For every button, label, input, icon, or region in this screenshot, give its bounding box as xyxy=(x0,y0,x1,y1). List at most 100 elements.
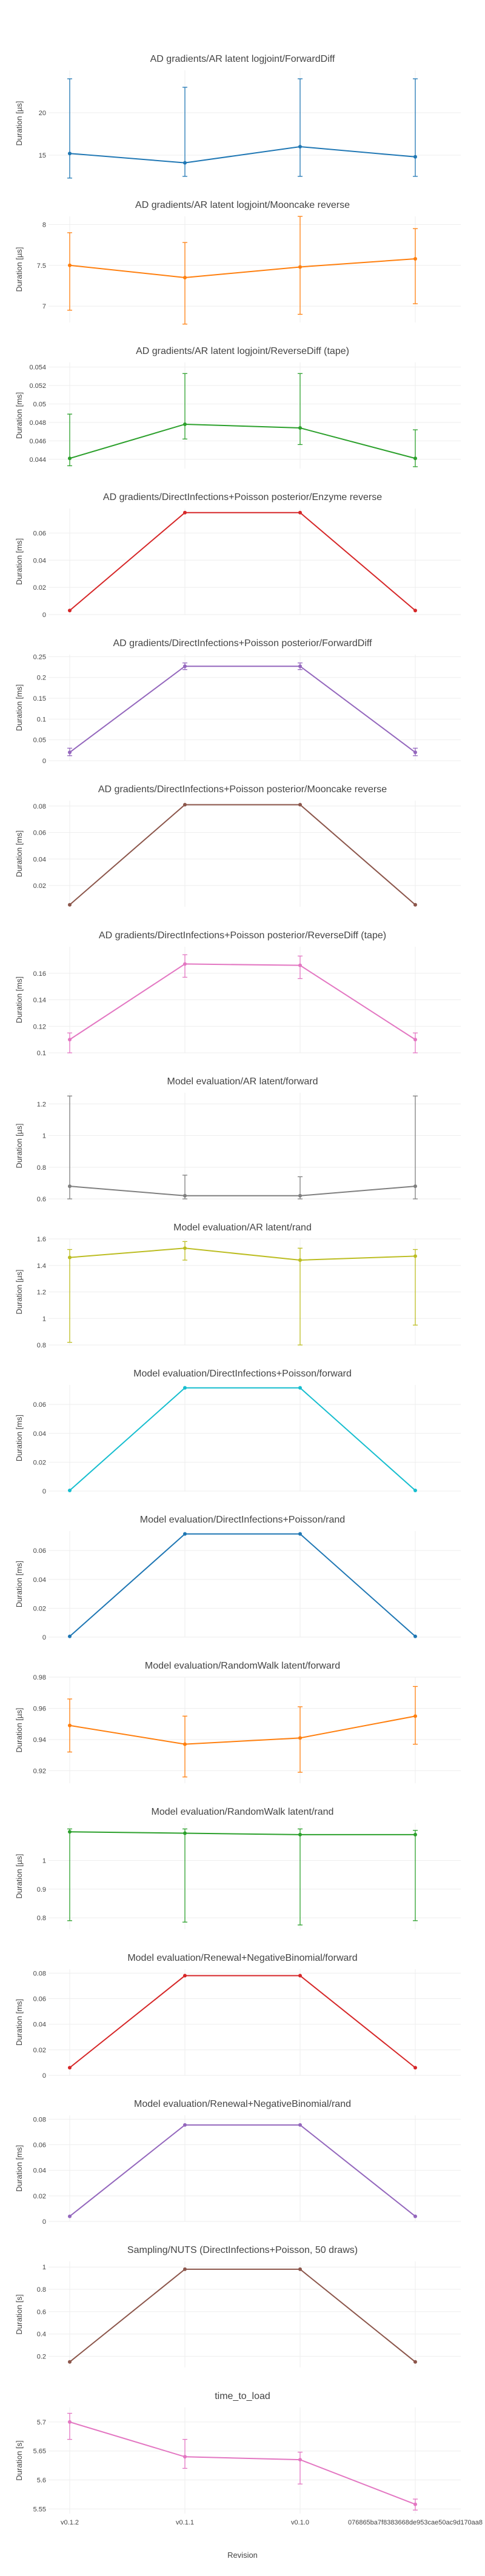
data-point[interactable] xyxy=(68,903,72,907)
data-point[interactable] xyxy=(298,2458,302,2462)
y-tick-label: 0.1 xyxy=(37,716,46,723)
chart-svg: 0.6 0.8 1 1.2 Duration [µs] xyxy=(15,1093,461,1203)
data-point[interactable] xyxy=(413,903,417,907)
chart-panel: Sampling/NUTS (DirectInfections+Poisson,… xyxy=(0,2244,485,2391)
data-point[interactable] xyxy=(413,1038,417,1042)
data-point[interactable] xyxy=(298,1832,302,1837)
data-point[interactable] xyxy=(68,2360,72,2364)
data-point[interactable] xyxy=(183,2455,187,2459)
data-point[interactable] xyxy=(413,1634,417,1638)
data-point[interactable] xyxy=(413,1832,417,1837)
data-point[interactable] xyxy=(298,963,302,967)
chart-svg: 0 0.02 0.04 0.06 Duration [ms] xyxy=(15,1385,461,1495)
chart-panel: time_to_load 5.55 5.6 5.65 5.7 Duration [s] v0… xyxy=(0,2391,485,2537)
data-point[interactable] xyxy=(413,2360,417,2364)
series-line xyxy=(69,2268,416,2363)
chart-panel: AD gradients/DirectInfections+Poisson po… xyxy=(0,784,485,930)
data-point[interactable] xyxy=(68,1184,72,1189)
data-point[interactable] xyxy=(413,456,417,461)
y-tick-label: 0.06 xyxy=(33,1401,46,1409)
y-tick-label: 0 xyxy=(42,2218,46,2226)
y-axis-title: Duration [ms] xyxy=(15,684,24,731)
data-point[interactable] xyxy=(183,2123,187,2127)
data-point[interactable] xyxy=(68,1830,72,1834)
data-point[interactable] xyxy=(298,1736,302,1740)
data-point[interactable] xyxy=(68,1255,72,1260)
data-point[interactable] xyxy=(183,962,187,966)
data-point[interactable] xyxy=(68,609,72,613)
chart-svg: 0 0.05 0.1 0.15 0.2 0.25 Duration [ms] xyxy=(15,653,461,765)
data-point[interactable] xyxy=(68,2066,72,2070)
data-point[interactable] xyxy=(68,152,72,156)
series-line xyxy=(69,1186,416,1196)
data-point[interactable] xyxy=(413,1714,417,1718)
data-point[interactable] xyxy=(183,1386,187,1390)
data-point[interactable] xyxy=(298,664,302,669)
data-point[interactable] xyxy=(183,1742,187,1746)
error-bar xyxy=(413,78,418,177)
data-point[interactable] xyxy=(298,1532,302,1536)
data-point[interactable] xyxy=(298,2123,302,2127)
data-point[interactable] xyxy=(413,2214,417,2218)
data-point[interactable] xyxy=(183,275,187,279)
chart-title: AD gradients/AR latent logjoint/Mooncake… xyxy=(135,200,350,210)
data-point[interactable] xyxy=(298,510,302,515)
y-axis-title: Duration [ms] xyxy=(15,830,24,877)
data-point[interactable] xyxy=(413,750,417,755)
data-point[interactable] xyxy=(298,265,302,269)
data-point[interactable] xyxy=(298,1258,302,1262)
data-point[interactable] xyxy=(183,1532,187,1536)
data-point[interactable] xyxy=(68,2214,72,2218)
data-point[interactable] xyxy=(298,426,302,430)
data-point[interactable] xyxy=(183,422,187,426)
y-axis-title: Duration [ms] xyxy=(15,2145,24,2192)
data-point[interactable] xyxy=(298,802,302,807)
y-tick-label: 0.04 xyxy=(33,2021,46,2029)
chart-panel: AD gradients/AR latent logjoint/ReverseD… xyxy=(0,345,485,492)
data-point[interactable] xyxy=(183,161,187,165)
error-bar xyxy=(413,1249,418,1326)
error-bar xyxy=(67,2412,72,2440)
data-point[interactable] xyxy=(183,1246,187,1250)
data-point[interactable] xyxy=(413,155,417,159)
data-point[interactable] xyxy=(298,1193,302,1198)
y-tick-label: 1.6 xyxy=(37,1236,46,1243)
data-point[interactable] xyxy=(183,802,187,807)
y-tick-label: 0 xyxy=(42,758,46,765)
data-point[interactable] xyxy=(413,1489,417,1493)
data-point[interactable] xyxy=(68,2420,72,2424)
y-tick-label: 0.94 xyxy=(33,1737,46,1744)
data-point[interactable] xyxy=(183,1193,187,1198)
data-point[interactable] xyxy=(68,263,72,267)
data-point[interactable] xyxy=(183,510,187,515)
data-point[interactable] xyxy=(183,1831,187,1835)
error-bar xyxy=(413,1095,418,1200)
data-point[interactable] xyxy=(413,1184,417,1189)
y-tick-label: 0.06 xyxy=(33,830,46,837)
data-point[interactable] xyxy=(68,1723,72,1727)
data-point[interactable] xyxy=(413,1254,417,1258)
data-point[interactable] xyxy=(183,664,187,669)
data-point[interactable] xyxy=(298,1386,302,1390)
y-tick-label: 1 xyxy=(42,1315,46,1323)
data-point[interactable] xyxy=(68,750,72,755)
data-point[interactable] xyxy=(298,2267,302,2271)
error-bar xyxy=(182,954,187,978)
data-point[interactable] xyxy=(298,145,302,148)
y-axis-title: Duration [ms] xyxy=(15,976,24,1023)
data-point[interactable] xyxy=(183,2267,187,2271)
error-bar xyxy=(182,373,187,439)
error-bar xyxy=(67,1032,72,1053)
data-point[interactable] xyxy=(68,1634,72,1638)
data-point[interactable] xyxy=(413,2502,417,2506)
y-tick-label: 0.98 xyxy=(33,1674,46,1681)
data-point[interactable] xyxy=(413,257,417,261)
series-line xyxy=(69,1533,416,1637)
data-point[interactable] xyxy=(68,1038,72,1042)
data-point[interactable] xyxy=(413,2066,417,2070)
data-point[interactable] xyxy=(413,609,417,613)
data-point[interactable] xyxy=(183,1974,187,1978)
data-point[interactable] xyxy=(68,1489,72,1493)
data-point[interactable] xyxy=(298,1974,302,1978)
data-point[interactable] xyxy=(68,456,72,461)
